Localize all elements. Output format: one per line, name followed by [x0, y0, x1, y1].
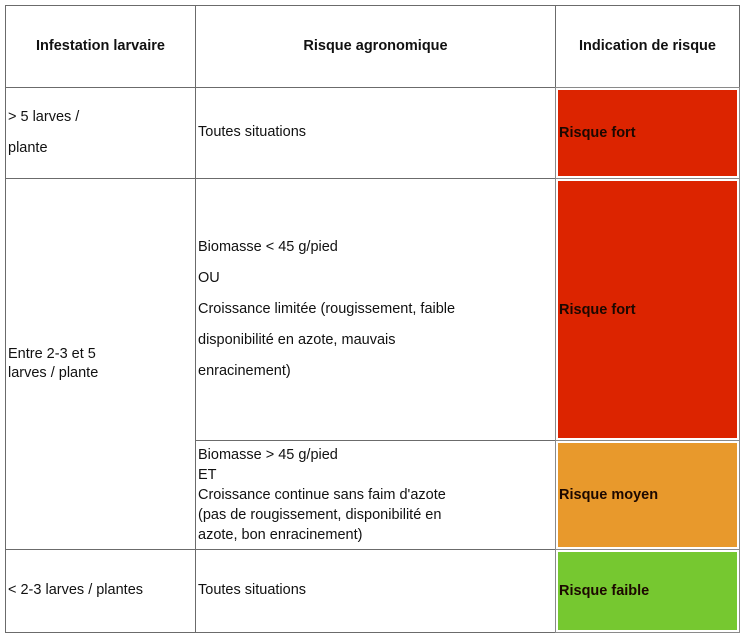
- row2b-risque-agronomique: Biomasse > 45 g/pied ET Croissance conti…: [195, 440, 556, 550]
- row2a-risque-agronomique: Biomasse < 45 g/pied OU Croissance limit…: [195, 178, 556, 441]
- risk-table: Infestation larvaire Risque agronomique …: [5, 5, 740, 633]
- cell-text: enracinement): [198, 363, 291, 379]
- cell-text: disponibilité en azote, mauvais: [198, 332, 396, 348]
- cell-text: Biomasse > 45 g/pied: [198, 447, 338, 463]
- cell-text: < 2-3 larves / plantes: [8, 582, 144, 599]
- cell-text: Toutes situations: [198, 124, 307, 141]
- cell-text: OU: [198, 270, 220, 286]
- cell-text: Croissance continue sans faim d'azote: [198, 487, 446, 503]
- cell-text: plante: [8, 140, 48, 156]
- risk-label: Risque fort: [559, 301, 636, 318]
- row1-risque-agronomique: Toutes situations: [195, 87, 556, 179]
- risk-label: Risque moyen: [559, 487, 659, 503]
- row2a-indication: Risque fort: [555, 178, 740, 441]
- header-label: Indication de risque: [579, 37, 716, 54]
- cell-text: (pas de rougissement, disponibilité en: [198, 507, 442, 523]
- risk-faible-badge: Risque faible: [558, 552, 737, 630]
- cell-text: Toutes situations: [198, 582, 307, 599]
- header-label: Infestation larvaire: [36, 37, 165, 54]
- row3-risque-agronomique: Toutes situations: [195, 549, 556, 633]
- row1-indication: Risque fort: [555, 87, 740, 179]
- header-risque-agronomique: Risque agronomique: [195, 5, 556, 88]
- cell-text: Entre 2-3 et 5: [8, 346, 96, 362]
- risk-fort-badge: Risque fort: [558, 181, 737, 438]
- cell-text: Croissance limitée (rougissement, faible: [198, 301, 456, 317]
- header-indication-de-risque: Indication de risque: [555, 5, 740, 88]
- cell-text: ET: [198, 467, 217, 483]
- risk-label: Risque fort: [559, 125, 636, 141]
- row2-infestation: Entre 2-3 et 5 larves / plante: [5, 178, 196, 550]
- row1-infestation: > 5 larves / plante: [5, 87, 196, 179]
- row3-indication: Risque faible: [555, 549, 740, 633]
- risk-label: Risque faible: [559, 583, 650, 599]
- cell-text: larves / plante: [8, 365, 99, 381]
- header-infestation-larvaire: Infestation larvaire: [5, 5, 196, 88]
- risk-fort-badge: Risque fort: [558, 90, 737, 176]
- row3-infestation: < 2-3 larves / plantes: [5, 549, 196, 633]
- row2b-indication: Risque moyen: [555, 440, 740, 550]
- cell-text: Biomasse < 45 g/pied: [198, 239, 338, 255]
- risk-moyen-badge: Risque moyen: [558, 443, 737, 547]
- header-label: Risque agronomique: [303, 37, 448, 54]
- cell-text: > 5 larves /: [8, 109, 80, 125]
- cell-text: azote, bon enracinement): [198, 527, 363, 543]
